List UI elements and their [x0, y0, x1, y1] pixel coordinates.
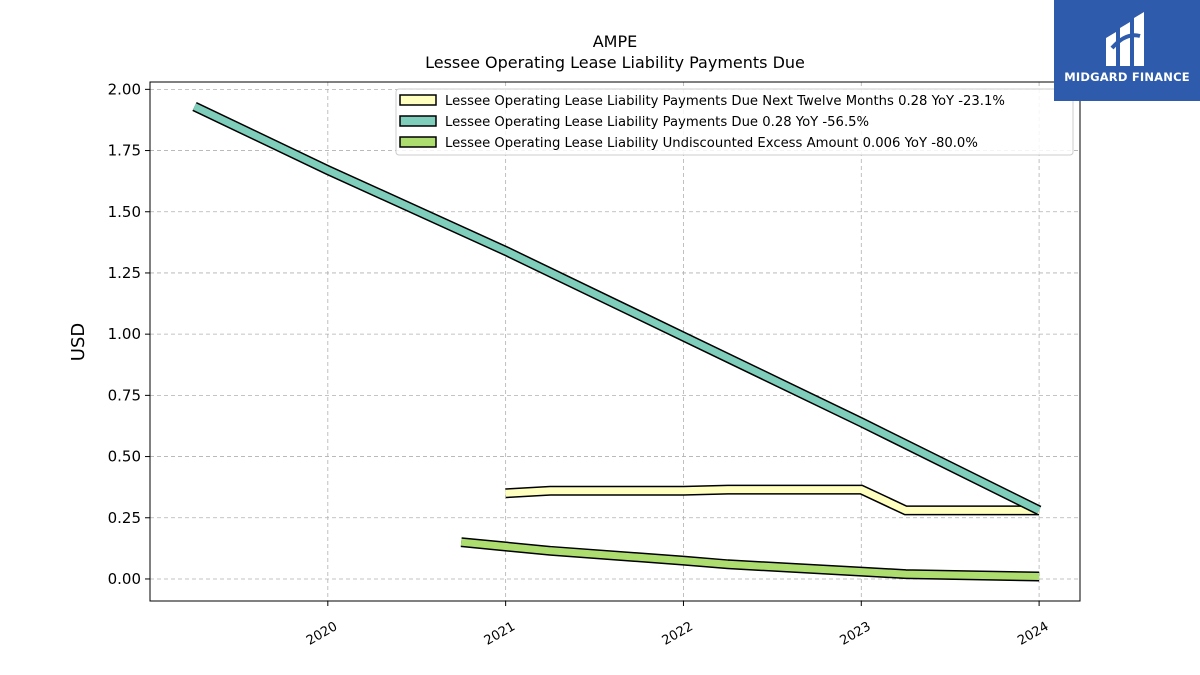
- y-tick-label: 1.25: [108, 264, 141, 282]
- y-tick-label: 1.50: [108, 203, 141, 221]
- series-line-2: [460, 538, 1040, 580]
- chart-subtitle: Lessee Operating Lease Liability Payment…: [425, 53, 805, 72]
- series-layer: [192, 101, 1042, 582]
- legend-swatch: [399, 115, 437, 127]
- legend-swatch: [399, 136, 437, 148]
- legend-box: [395, 88, 1074, 156]
- x-tick-label: 2022: [660, 619, 696, 649]
- chart-title: AMPE: [593, 32, 638, 51]
- x-tick-label: 2024: [1015, 619, 1051, 649]
- y-tick-label: 0.00: [108, 570, 141, 588]
- x-axis: 2020 2021 2022 2023 2024: [304, 601, 1051, 649]
- plot-frame: [149, 81, 1081, 602]
- y-tick-label: 0.25: [108, 509, 141, 527]
- midgard-logo-icon: [1106, 12, 1144, 66]
- y-tick-label: 1.75: [108, 142, 141, 160]
- y-tick-label: 0.75: [108, 386, 141, 404]
- legend-entry-label: Lessee Operating Lease Liability Payment…: [445, 94, 1005, 109]
- brand-name: MIDGARD FINANCE: [1064, 70, 1190, 84]
- y-tick-label: 1.00: [108, 325, 141, 343]
- legend-entry-label: Lessee Operating Lease Liability Payment…: [445, 115, 869, 130]
- x-tick-label: 2021: [482, 619, 518, 649]
- legend-entry-label: Lessee Operating Lease Liability Undisco…: [445, 136, 978, 151]
- series-line-1: [192, 103, 1041, 514]
- y-tick-label: 2.00: [108, 80, 141, 98]
- y-tick-label: 0.50: [108, 448, 141, 466]
- x-tick-label: 2020: [304, 619, 340, 649]
- y-axis: 0.00 0.25 0.50 0.75 1.00 1.25 1.50 1.75 2.00: [108, 80, 150, 588]
- brand-logo: MIDGARD FINANCE: [1054, 0, 1200, 101]
- legend-swatch: [399, 94, 437, 106]
- y-axis-label: USD: [68, 323, 89, 361]
- grid-lines: [150, 82, 1080, 601]
- x-tick-label: 2023: [837, 619, 873, 649]
- series-line-0: [505, 486, 1040, 514]
- legend: Lessee Operating Lease Liability Payment…: [395, 88, 1074, 156]
